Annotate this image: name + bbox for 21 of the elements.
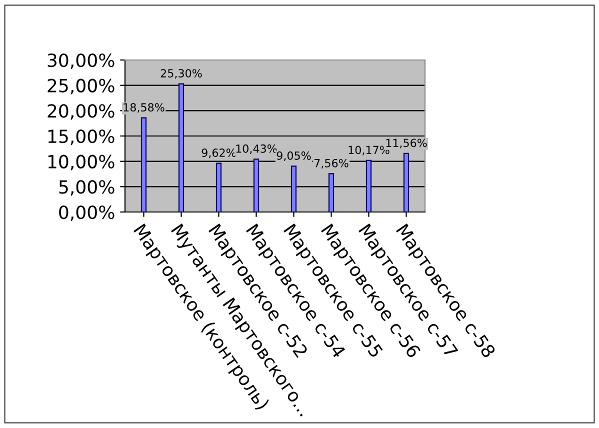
data-label: 7,56% xyxy=(314,158,348,169)
y-tick-label: 0,00% xyxy=(59,205,114,221)
bar xyxy=(403,152,410,212)
y-tick-label: 20,00% xyxy=(48,104,114,120)
bar xyxy=(328,173,334,212)
bar xyxy=(216,162,222,212)
y-tick-label: 25,00% xyxy=(48,78,114,94)
data-label: 10,43% xyxy=(236,144,277,154)
bar xyxy=(140,117,147,212)
data-label: 25,30% xyxy=(160,69,202,79)
bar xyxy=(290,166,297,212)
bar xyxy=(178,83,184,212)
data-label: 9,62% xyxy=(202,148,236,158)
bar xyxy=(366,160,372,212)
y-tick-label: 5,00% xyxy=(59,180,114,196)
data-label: 9,05% xyxy=(276,151,311,161)
data-label: 18,58% xyxy=(124,103,164,113)
y-tick-label: 30,00% xyxy=(48,53,114,69)
bar xyxy=(253,158,260,212)
y-tick-label: 10,00% xyxy=(48,154,114,170)
y-tick-label: 15,00% xyxy=(48,129,114,145)
